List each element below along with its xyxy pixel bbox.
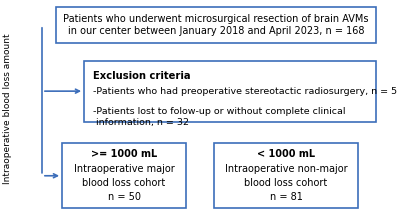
Text: Intraoperative major: Intraoperative major bbox=[74, 164, 174, 174]
FancyBboxPatch shape bbox=[62, 143, 186, 208]
FancyBboxPatch shape bbox=[84, 61, 376, 122]
Text: blood loss cohort: blood loss cohort bbox=[244, 178, 328, 188]
Text: Intraoperative blood loss amount: Intraoperative blood loss amount bbox=[3, 33, 12, 184]
Text: -Patients who had preoperative stereotactic radiosurgery, n = 5: -Patients who had preoperative stereotac… bbox=[93, 87, 397, 96]
FancyBboxPatch shape bbox=[214, 143, 358, 208]
Text: >= 1000 mL: >= 1000 mL bbox=[91, 149, 157, 159]
Text: -Patients lost to folow-up or without complete clinical
 information, n = 32: -Patients lost to folow-up or without co… bbox=[93, 107, 345, 127]
FancyBboxPatch shape bbox=[56, 7, 376, 43]
Text: Exclusion criteria: Exclusion criteria bbox=[93, 71, 190, 81]
Text: n = 81: n = 81 bbox=[270, 192, 302, 202]
Text: < 1000 mL: < 1000 mL bbox=[257, 149, 315, 159]
Text: n = 50: n = 50 bbox=[108, 192, 140, 202]
Text: blood loss cohort: blood loss cohort bbox=[82, 178, 166, 188]
Text: Intraoperative non-major: Intraoperative non-major bbox=[225, 164, 347, 174]
Text: Patients who underwent microsurgical resection of brain AVMs
in our center betwe: Patients who underwent microsurgical res… bbox=[63, 14, 369, 36]
